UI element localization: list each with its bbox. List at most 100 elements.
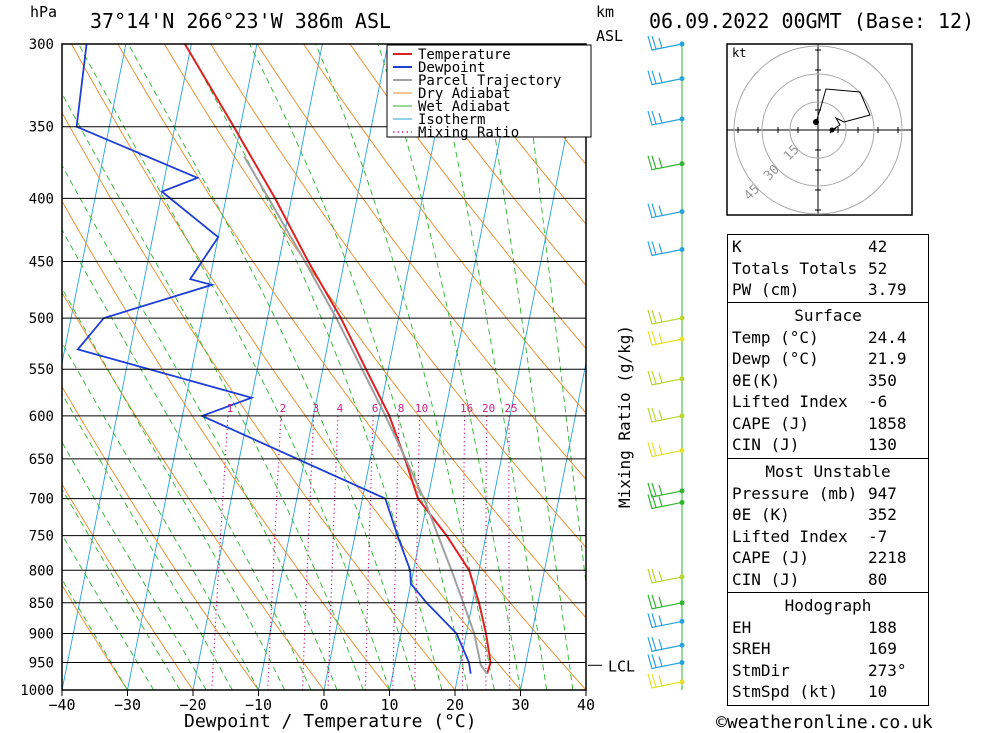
hodo-label: StmSpd (kt) (732, 682, 838, 701)
hodograph-ring (733, 45, 903, 215)
index-value: 52 (868, 258, 888, 278)
x-tick-label: 10 (380, 696, 398, 714)
pressure-tick-label: 950 (29, 655, 54, 671)
surface-value: 130 (868, 435, 897, 454)
hodo-label: SREH (732, 639, 771, 658)
dry-adiabat-line (349, 44, 586, 350)
wind-barb-flag (651, 673, 657, 688)
wind-barb-flag (651, 568, 657, 583)
wind-barb (647, 482, 683, 498)
wind-barb-flag (658, 596, 663, 607)
mixing-ratio-axis-title: Mixing Ratio (g/kg) (615, 325, 634, 508)
wind-barb-flag (651, 241, 657, 255)
mu-label: CAPE (J) (732, 548, 810, 567)
wind-barb-flag (651, 309, 657, 324)
table-row: StmDir 273° (728, 660, 928, 682)
table-row: θE (K) 352 (728, 504, 928, 526)
pressure-tick-label: 850 (29, 596, 54, 612)
isotherm-line (454, 44, 585, 690)
wind-barb (647, 203, 683, 219)
table-row: PW (cm) 3.79 (728, 279, 928, 301)
surface-title: Surface (794, 306, 862, 325)
table-row: Totals Totals 52 (728, 258, 928, 280)
wet-adiabat-line (78, 44, 390, 690)
credit-text: ©weatheronline.co.uk (716, 712, 933, 733)
mu-value: 80 (868, 569, 888, 589)
pressure-tick-label: 1000 (20, 683, 54, 699)
wind-barb-flag (651, 442, 657, 456)
table-row: EH 188 (728, 617, 928, 639)
most-unstable-table: Most Unstable Pressure (mb) 947 θE (K) 352… (728, 461, 928, 590)
wind-barb (647, 407, 683, 423)
hodo-value: 273° (868, 660, 907, 680)
dry-adiabat-line (62, 111, 456, 690)
index-value: 3.79 (868, 280, 907, 299)
hodo-label: EH (732, 617, 752, 637)
wind-barb-flag (651, 654, 657, 668)
table-row: StmSpd (kt) 10 (728, 681, 928, 703)
wind-barb (647, 330, 683, 346)
x-tick-label: 20 (446, 696, 464, 714)
hpa-unit-label: hPa (30, 3, 57, 21)
wind-barbs (647, 35, 685, 690)
wind-barb-flag (658, 570, 663, 582)
wind-barb-flag (651, 482, 657, 497)
wind-barb-flag (658, 72, 663, 83)
wind-barb (647, 673, 683, 689)
surface-label: θE(K) (732, 370, 781, 390)
wet-adiabat-line (62, 228, 312, 690)
wet-adiabat-line (249, 44, 469, 690)
mu-value: 2218 (868, 548, 907, 567)
legend-wet-adiabat: Wet Adiabat (418, 99, 511, 115)
wet-adiabat-line (62, 533, 155, 690)
isotherm-line (127, 44, 258, 690)
wind-barb-flag (658, 205, 663, 216)
mu-value: 352 (868, 505, 897, 524)
mixing-ratio-label: 4 (337, 402, 344, 415)
wind-barb (647, 568, 683, 584)
index-value: 42 (868, 237, 888, 256)
surface-value: 1858 (868, 413, 907, 433)
legend-isotherm: Isotherm (418, 112, 485, 128)
mixing-ratio-label: 2 (280, 402, 287, 415)
indices-table: K 42 Totals Totals 52 PW (cm) 3.79 (728, 236, 928, 301)
wet-adiabat-line (62, 92, 364, 690)
surface-value: 21.9 (868, 349, 907, 368)
wind-barb-flag (658, 484, 663, 496)
hodo-value: 169 (868, 639, 897, 658)
mixing-ratio-label: 16 (460, 402, 473, 415)
wind-barb-flag (658, 444, 663, 455)
hodograph-start-dot (813, 119, 819, 125)
isotherm-line (258, 44, 389, 690)
hodograph-storm-dot (829, 127, 835, 133)
wind-barb-flag (658, 496, 663, 507)
wet-adiabat-line (62, 488, 181, 690)
table-row: θE(K) 350 (728, 370, 928, 392)
index-label: K (732, 237, 742, 256)
isotherm-line (62, 44, 192, 690)
x-tick-label: 30 (511, 696, 529, 714)
legend-temperature: Temperature (418, 47, 511, 63)
mixing-ratio-label: 25 (504, 402, 517, 415)
location-title: 37°14'N 266°23'W 386m ASL (90, 9, 391, 33)
wind-barb (647, 613, 683, 629)
wind-barb-flag (651, 70, 657, 84)
hodo-value: 10 (868, 682, 888, 701)
hodograph-table: Hodograph EH 188 SREH 169 StmDir 273° StmSp… (728, 595, 928, 703)
indices-box: K 42 Totals Totals 52 PW (cm) 3.79 (727, 234, 929, 303)
wind-barb-flag (651, 594, 657, 608)
pressure-tick-label: 350 (29, 120, 54, 136)
index-label: PW (cm) (732, 280, 800, 299)
legend: Temperature Dewpoint Parcel Trajectory D… (386, 44, 592, 141)
x-tick-label: −10 (245, 696, 272, 714)
table-row: SREH 169 (728, 638, 928, 660)
mixing-ratio-label: 3 (312, 402, 319, 415)
hodograph-ring (789, 101, 847, 159)
surface-label: CAPE (J) (732, 413, 810, 433)
x-axis-title: Dewpoint / Temperature (°C) (184, 711, 477, 732)
wind-barb (647, 654, 683, 670)
wind-barb-flag (658, 409, 663, 421)
dry-adiabat-line (62, 584, 128, 690)
dry-adiabat-line (303, 44, 586, 414)
pressure-tick-label: 550 (29, 362, 54, 378)
